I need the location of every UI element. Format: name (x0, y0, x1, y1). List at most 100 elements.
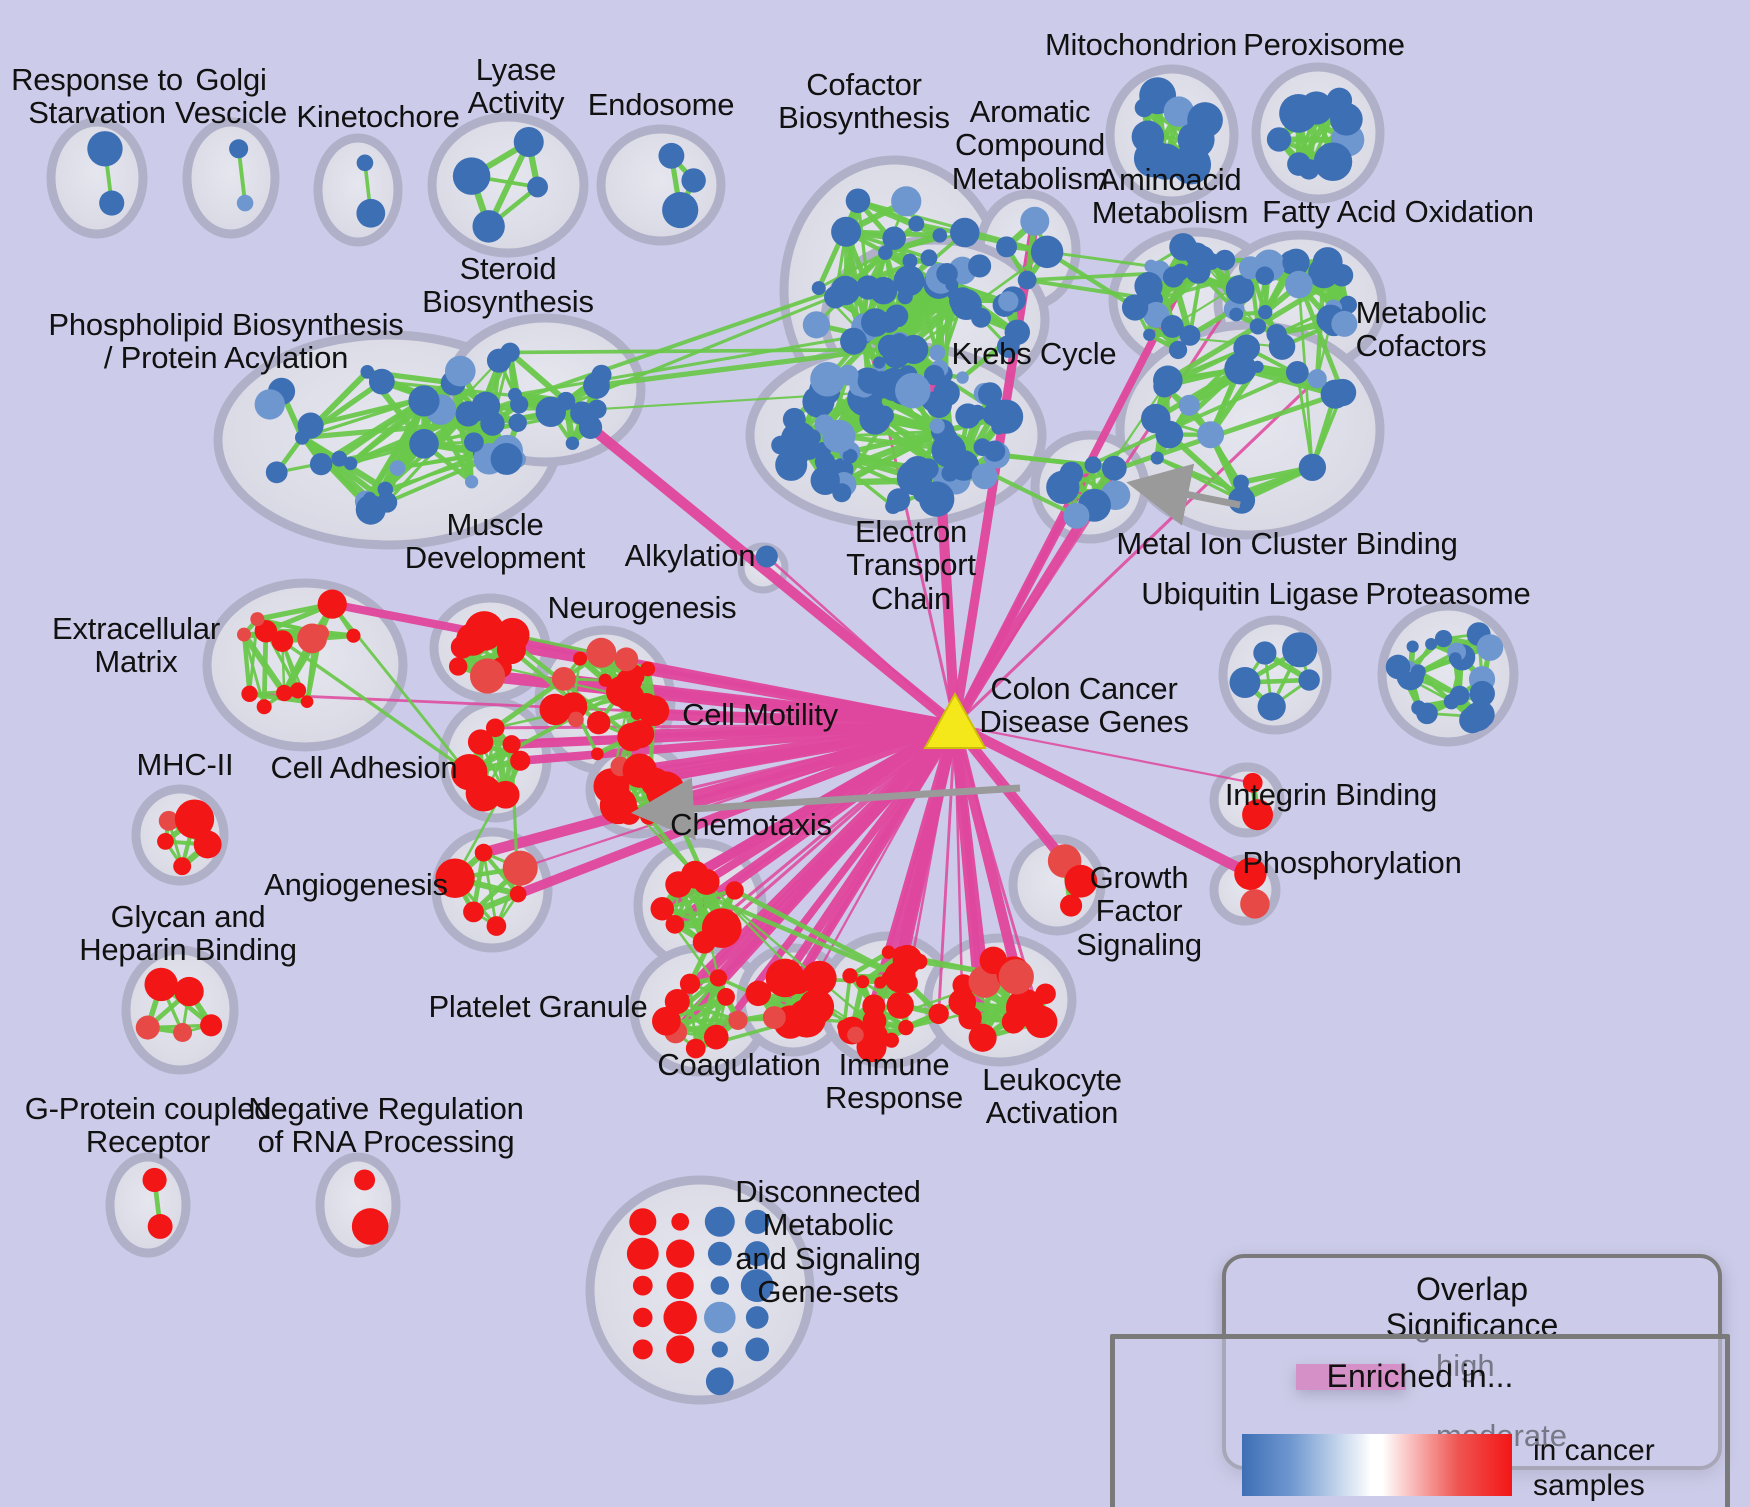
gene-set-node (351, 1208, 389, 1245)
gene-set-node (237, 627, 252, 642)
gene-set-node (709, 969, 728, 987)
gene-set-node (297, 412, 324, 439)
gene-set-node (971, 463, 998, 490)
gene-set-node (1162, 266, 1185, 288)
intra-cluster-edge (241, 632, 252, 696)
hub-edge-high (896, 723, 960, 957)
intra-cluster-edge (855, 198, 913, 264)
gene-set-node (1338, 295, 1358, 314)
gene-set-node (693, 868, 720, 895)
gene-set-node (490, 443, 523, 475)
cluster-blob (313, 133, 403, 247)
gene-set-node (744, 1241, 770, 1267)
gene-set-node (1312, 247, 1343, 278)
gene-set-node (665, 915, 685, 934)
gene-set-node (652, 1006, 681, 1036)
gene-set-node (173, 1022, 193, 1042)
gene-set-node (745, 1306, 769, 1329)
gene-set-node (728, 1010, 748, 1030)
gene-set-node (884, 961, 916, 993)
gene-set-node (1330, 102, 1363, 136)
colon-cancer-hub-node[interactable] (923, 691, 987, 749)
gene-set-node (1063, 502, 1090, 529)
gene-set-node (1178, 394, 1200, 416)
hub-edge-high (950, 724, 989, 983)
gene-set-node (626, 1237, 659, 1270)
gene-set-node (948, 988, 977, 1016)
gene-set-node (356, 154, 374, 172)
intra-cluster-edge (507, 349, 570, 405)
gene-set-node (873, 356, 886, 369)
gene-set-node (502, 735, 521, 754)
inter-cluster-edge (1069, 370, 1300, 476)
gene-set-node (857, 368, 883, 394)
intra-cluster-edge (1153, 365, 1243, 422)
gene-set-node (135, 1015, 160, 1040)
gene-set-node (389, 460, 406, 476)
gene-set-node (271, 630, 294, 652)
enrichment-context-note: in cancer samples vs. controls (1533, 1434, 1685, 1507)
gene-set-node (1266, 127, 1292, 152)
gene-set-node (1313, 142, 1353, 182)
gene-set-node (1434, 629, 1453, 648)
hub-edge-high (482, 719, 957, 858)
gene-set-node (463, 432, 484, 453)
intra-cluster-edge (693, 994, 729, 1051)
gene-set-node (1233, 474, 1249, 491)
inter-cluster-edge (693, 873, 893, 1042)
intra-cluster-edge (308, 395, 430, 428)
gene-set-node (928, 1003, 949, 1024)
gene-set-node (573, 651, 588, 666)
gene-set-node (936, 263, 958, 285)
gene-set-node (527, 176, 548, 198)
gene-set-node (883, 1032, 899, 1048)
gene-set-node (1469, 680, 1495, 707)
gene-set-node (1035, 983, 1056, 1005)
gene-set-node (703, 1024, 729, 1050)
gene-set-node (173, 857, 192, 876)
gene-set-node (250, 612, 265, 627)
gene-set-node (435, 858, 475, 898)
gene-set-node (1001, 1010, 1026, 1034)
gene-set-node (1249, 318, 1267, 335)
intra-cluster-edge (482, 851, 498, 928)
gene-set-node (862, 1009, 887, 1033)
intra-cluster-edge (660, 888, 737, 911)
gene-set-node (1144, 259, 1158, 273)
gene-set-node (892, 946, 910, 964)
gene-set-node (1234, 857, 1267, 890)
gene-set-node (886, 991, 914, 1019)
hub-edge-moderate (495, 723, 956, 730)
cell-motility-arrow (631, 777, 1021, 841)
gene-set-node (1331, 310, 1358, 337)
gene-set-node (1298, 453, 1327, 482)
gene-set-node (1255, 266, 1275, 286)
gene-set-node (725, 881, 744, 900)
gene-set-node (1257, 692, 1286, 721)
gene-set-node (986, 399, 1020, 432)
gene-set-node (300, 695, 314, 708)
hub-edge-high (952, 720, 1253, 879)
gene-set-node (1131, 120, 1165, 153)
gene-set-node (1059, 461, 1084, 486)
gene-set-node (485, 718, 505, 738)
gene-set-node (845, 188, 871, 214)
gene-set-node (664, 989, 690, 1015)
gene-set-node (917, 458, 939, 480)
gene-set-node (882, 226, 906, 250)
gene-set-node (1258, 305, 1273, 320)
gene-set-node (1150, 451, 1164, 465)
gene-set-node (1214, 249, 1236, 271)
gene-set-node (157, 833, 174, 850)
gene-set-node (831, 216, 862, 247)
gene-set-node (864, 997, 878, 1011)
gene-set-node (87, 131, 123, 167)
gene-set-node (681, 168, 706, 193)
gene-set-node (1192, 267, 1208, 284)
gene-set-node (1143, 328, 1156, 341)
gene-set-node (1242, 772, 1263, 793)
gene-set-node (356, 198, 386, 228)
gene-set-node (998, 959, 1034, 995)
gene-set-node (1163, 96, 1195, 127)
